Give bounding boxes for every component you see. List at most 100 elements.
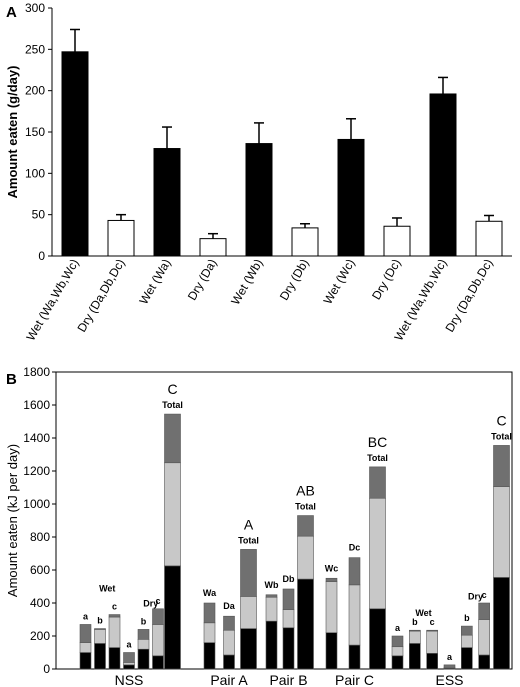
bar-segment-b [152, 655, 164, 670]
bar-segment-b [164, 565, 181, 670]
bar-segment-b [478, 654, 490, 670]
total-label-b: Total [295, 502, 316, 512]
significance-letter-b: a [126, 640, 132, 650]
significance-letter-b: c [112, 602, 117, 612]
bar-segment-b [123, 664, 135, 670]
x-tick-label-a: Dry (Db) [277, 256, 312, 302]
bar-label-b: Wc [325, 563, 339, 573]
significance-letter-b: a [83, 611, 89, 621]
significance-letter-b: C [496, 412, 506, 428]
bar-a [337, 138, 365, 257]
bar-a [107, 219, 135, 257]
group-label-b: Pair B [269, 672, 307, 687]
y-tick-label-a: 200 [25, 84, 45, 98]
bar-segment-b [369, 608, 386, 670]
bar-segment-b [164, 462, 181, 567]
significance-letter-b: b [464, 613, 470, 623]
bar-segment-b [478, 619, 490, 656]
annotation-label-b: Wet [415, 608, 431, 618]
bar-segment-b [79, 652, 92, 670]
bar-segment-b [223, 654, 235, 670]
y-tick-label-a: 50 [32, 208, 46, 222]
x-tick-label-a: Dry (Da,Db,Dc) [74, 257, 127, 335]
bar-segment-b [137, 629, 150, 640]
bar-a [245, 143, 273, 257]
bar-segment-b [348, 584, 361, 646]
bar-segment-b [203, 642, 216, 670]
bar-segment-b [369, 466, 386, 499]
bar-segment-b [493, 486, 510, 578]
bar-segment-b [265, 596, 278, 622]
bar-label-b: Da [223, 601, 235, 611]
bar-segment-b [79, 642, 92, 653]
bar-a [429, 93, 457, 257]
bar-a [383, 225, 411, 257]
total-label-b: Total [238, 535, 259, 545]
y-tick-label-b: 1400 [23, 431, 50, 445]
bar-segment-b [297, 535, 314, 580]
bar-segment-b [478, 602, 490, 620]
annotation-label-b: Dry [468, 592, 483, 602]
bar-segment-b [203, 622, 216, 643]
bar-segment-b [348, 557, 361, 586]
bar-label-b: Db [283, 574, 295, 584]
bar-segment-b [123, 652, 135, 663]
bar-segment-b [391, 646, 404, 657]
bar-segment-b [426, 653, 438, 670]
y-tick-label-b: 1800 [23, 365, 50, 379]
bar-label-b: Wa [203, 588, 217, 598]
chart-a: 0 50 100 150 200 250 300 Amount eaten (g/day) We… [5, 1, 512, 343]
significance-letter-b: b [412, 617, 418, 627]
significance-letter-b: a [447, 652, 453, 662]
bar-segment-b [461, 647, 473, 670]
bar-segment-b [223, 615, 235, 631]
significance-letter-b: a [395, 623, 401, 633]
bar-segment-b [79, 624, 92, 643]
significance-letter-b: C [167, 381, 177, 397]
group-label-b: Pair C [335, 672, 374, 687]
bar-segment-b [461, 625, 473, 636]
bar-segment-b [108, 614, 121, 618]
bar-segment-b [108, 616, 121, 648]
significance-letter-b: AB [296, 483, 315, 499]
bar-segment-b [369, 497, 386, 610]
y-tick-label-b: 200 [30, 629, 50, 643]
bar-label-b: Wb [265, 580, 279, 590]
bar-segment-b [426, 629, 438, 632]
y-tick-label-a: 100 [25, 166, 45, 180]
bar-segment-b [282, 627, 295, 670]
bar-segment-b [391, 635, 404, 648]
bar-a [199, 238, 227, 257]
bar-segment-b [240, 628, 257, 670]
significance-letter-b: c [482, 590, 487, 600]
bar-segment-b [223, 629, 235, 656]
bar-label-b: Dc [349, 543, 361, 553]
total-label-b: Total [367, 453, 388, 463]
bar-segment-b [493, 445, 510, 487]
group-label-b: Pair A [210, 672, 248, 687]
bar-segment-b [152, 608, 164, 625]
bar-segment-b [348, 644, 361, 670]
bar-segment-b [443, 664, 456, 668]
y-axis-label-a: Amount eaten (g/day) [5, 66, 20, 199]
significance-letter-b: c [155, 596, 160, 606]
annotation-label-b: Dry [143, 598, 158, 608]
group-label-b: NSS [115, 672, 144, 687]
x-tick-label-a: Dry (Da,Db,Dc) [442, 257, 495, 335]
group-label-b: ESS [435, 672, 463, 687]
bar-segment-b [409, 630, 421, 644]
bar-segment-b [203, 602, 216, 624]
bar-segment-b [391, 655, 404, 670]
bar-segment-b [137, 638, 150, 650]
bar-segment-b [282, 588, 295, 610]
panel-a-label: A [6, 4, 17, 21]
bar-a [475, 220, 503, 257]
bar-segment-b [240, 549, 257, 597]
bar-segment-b [409, 643, 421, 670]
x-tick-label-a: Wet (Wb) [228, 257, 265, 308]
annotation-label-b: Wet [99, 583, 115, 593]
x-tick-label-a: Dry (Dc) [369, 256, 403, 302]
bar-segment-b [325, 632, 338, 670]
y-tick-label-b: 1000 [23, 497, 50, 511]
